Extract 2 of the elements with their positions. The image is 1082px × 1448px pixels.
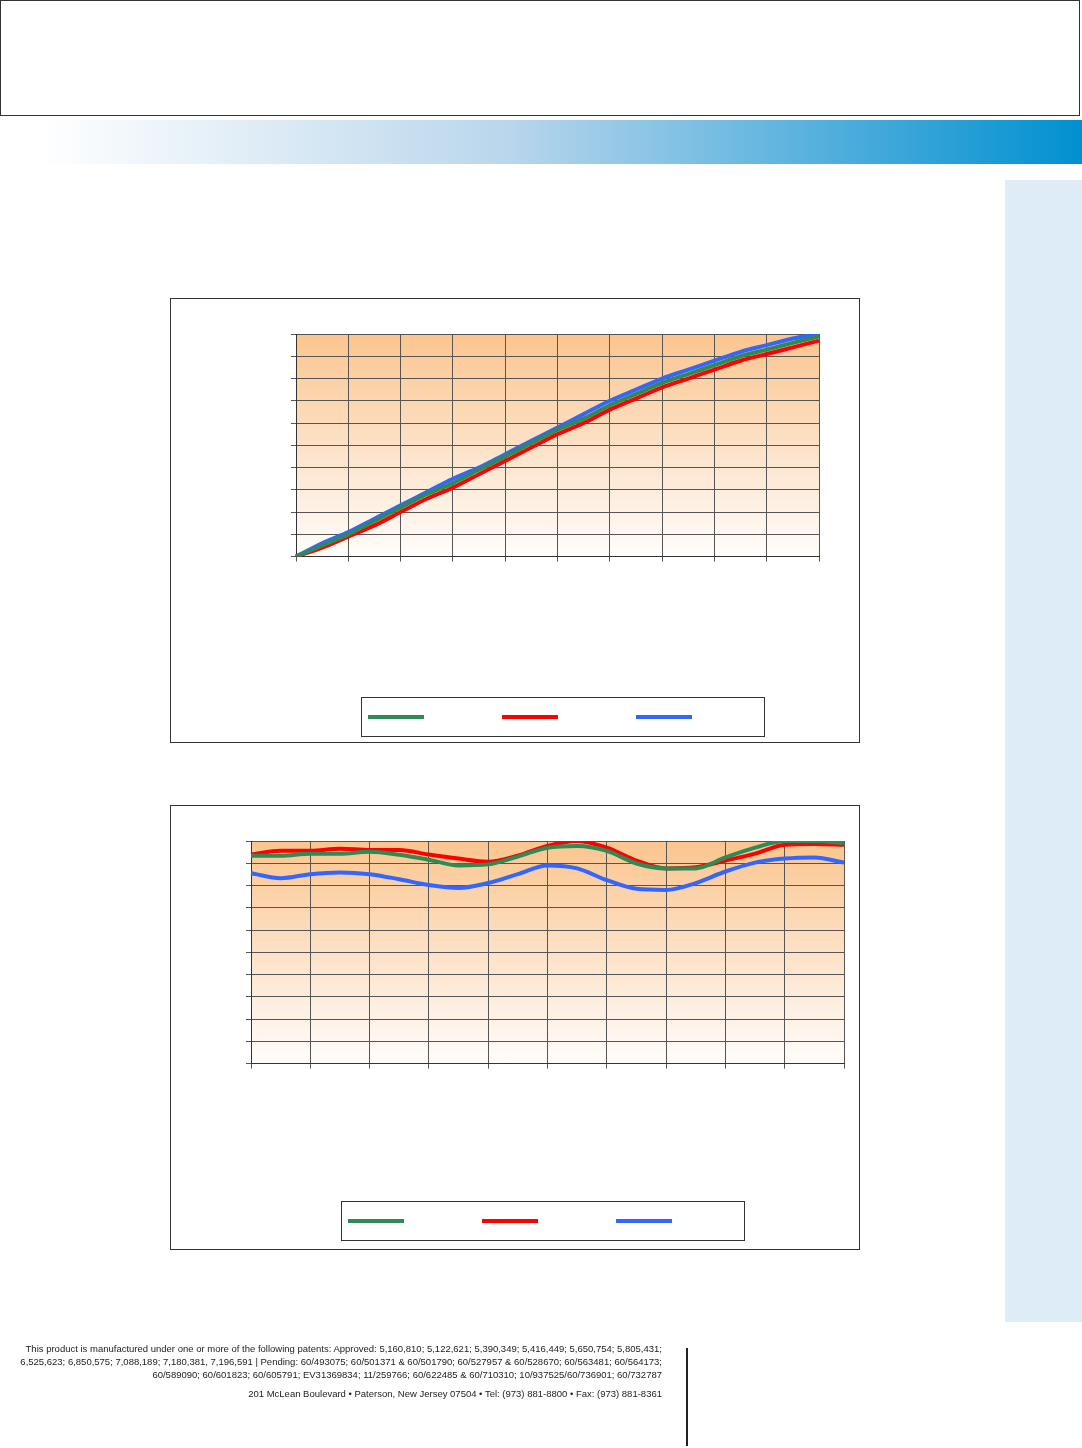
text: 201 McLean Boulevard • Paterson, New Jersey 07504 • Tel: (973) 881-8800 • Fax: (973) 881-8361 [247,1387,662,1400]
text: This product is manufactured under one or more of the following patents: Approved: 5,160,810; 5,122,621; 5,390,349; 5,416,449; 5,650,754; 5,805,431; 6,525,623; 6,850,575; 7,088,189; 7,180,381, 7,196,591 | Pending: 60/493075; 60/501371 & 60/501790; 60/527957 & 60/528670; 60/563481; 60/564173; 60/589090; 60/601823; 60/605791; EV31369834; 11/259766; 60/622485 & 60/710310; 10/937525/60/736901; 60/732787 [19,1342,662,1381]
